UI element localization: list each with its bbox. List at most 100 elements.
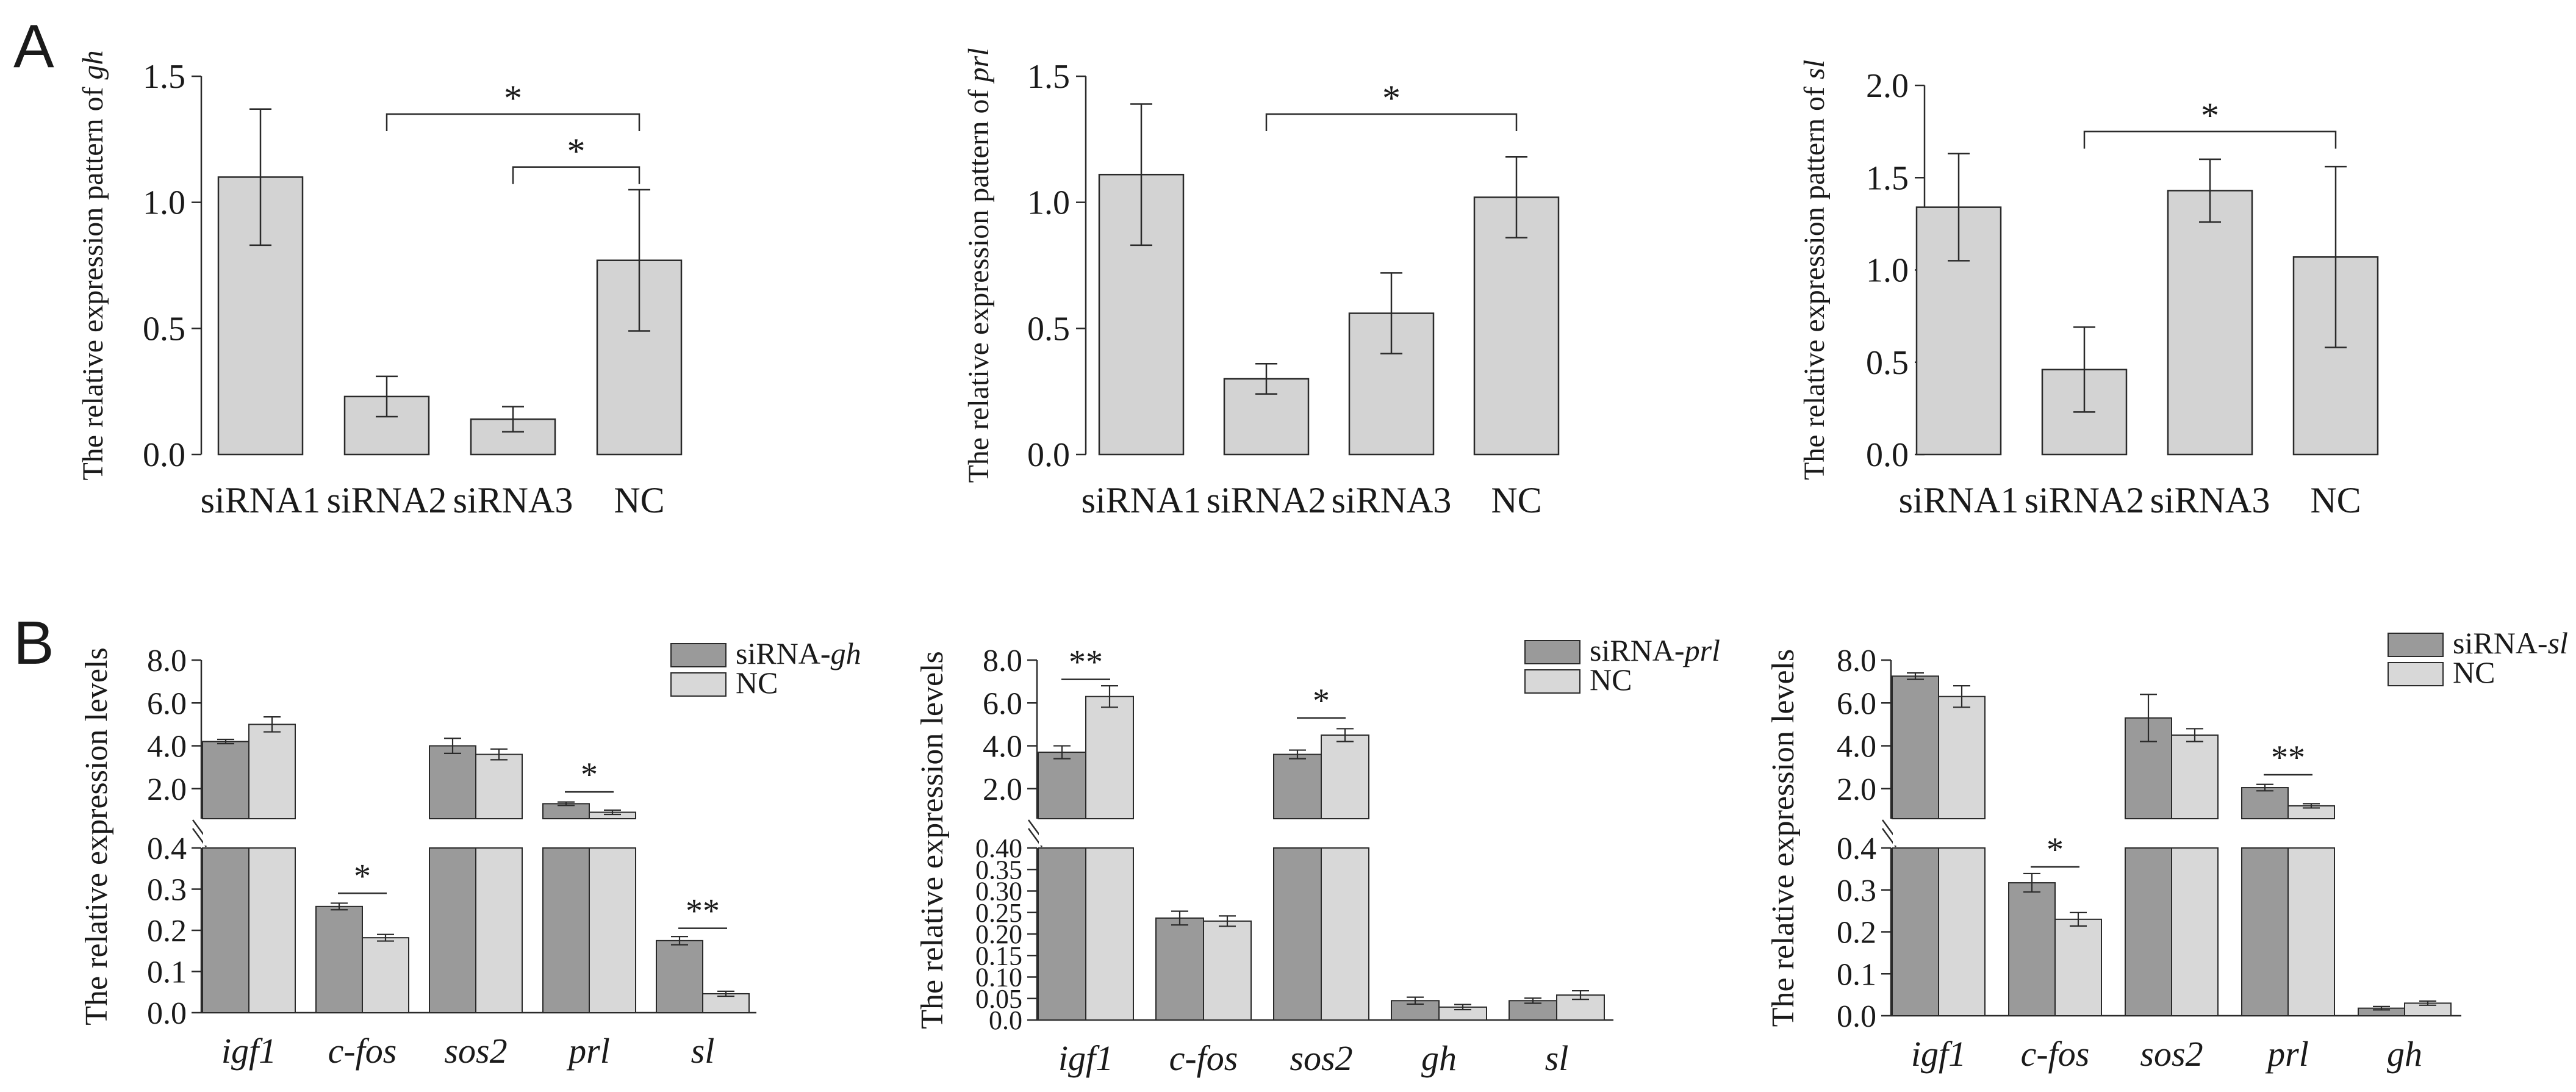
y-tick-label-lower: 0.1 [147, 955, 187, 990]
bar-prl-lower-segment [2287, 847, 2335, 1016]
y-tick-label: 0.0 [1866, 436, 1909, 474]
legend-label-text: NC [2453, 655, 2495, 689]
x-tick-label: siRNA2 [2025, 480, 2145, 520]
y-tick-label-lower: 0.2 [147, 914, 187, 949]
axis-break-gap [1039, 821, 1627, 846]
bar-c-fos-1 [362, 937, 409, 1014]
y-tick-label-lower: 0.3 [1837, 874, 1876, 908]
bar-igf1-lower-segment [1892, 847, 1939, 1016]
chart-b1: 2.0 4.0 6.0 8.0 0.0 0.1 0.2 0.3 0.4 The relative … [79, 636, 861, 1071]
x-tick-label: c-fos [1169, 1038, 1238, 1078]
bar-igf1-upper-segment [1892, 675, 1939, 819]
significance-label: ** [686, 893, 720, 930]
y-axis-label-gene: gh [77, 50, 109, 79]
x-tick-label: sos2 [444, 1031, 507, 1071]
bar-sos2-upper-segment [2171, 734, 2219, 820]
bar-igf1-upper-segment [1938, 695, 1986, 819]
bar-sos2-lower-segment [2171, 847, 2219, 1016]
bar-c-fos-0 [1155, 917, 1204, 1021]
y-tick-label-upper: 4.0 [983, 730, 1022, 764]
y-tick-label: 1.5 [143, 58, 185, 96]
x-tick-label: igf1 [1058, 1038, 1113, 1078]
y-axis-label-gene: prl [963, 48, 995, 84]
y-tick-label-upper: 2.0 [147, 772, 187, 807]
panel-label-a: A [13, 12, 54, 81]
significance-label: ** [2271, 739, 2305, 777]
legend-label-gene: sl [2548, 626, 2568, 660]
significance-label: * [2201, 96, 2219, 136]
y-tick-label-upper: 8.0 [983, 644, 1022, 678]
legend-label: siRNA-sl [2453, 626, 2568, 660]
legend-swatch [670, 643, 727, 667]
y-tick-label-upper: 8.0 [1837, 644, 1876, 678]
y-tick-label-lower: 0.0 [147, 996, 187, 1031]
chart-b3: 2.0 4.0 6.0 8.0 0.0 0.1 0.2 0.3 0.4 The relative … [1766, 626, 2568, 1074]
y-axis-label: The relative expression levels [1766, 649, 1801, 1027]
x-tick-label: NC [614, 480, 664, 520]
bar-sos2-lower-segment [429, 847, 476, 1013]
significance-label: * [567, 131, 586, 171]
chart-a2: 0.0 0.5 1.0 1.5 The relative expression patt… [963, 48, 1560, 520]
legend-label: NC [1590, 663, 1632, 697]
y-tick-label: 0.0 [143, 436, 185, 474]
x-tick-label: siRNA2 [1207, 480, 1327, 520]
y-axis-label: The relative expression pattern of sl [1798, 60, 1831, 480]
y-tick-label-upper: 4.0 [1837, 730, 1876, 764]
x-tick-label: c-fos [2021, 1034, 2090, 1074]
y-tick-label-upper: 2.0 [983, 772, 1022, 807]
y-axis-label: The relative expression pattern of prl [963, 48, 995, 483]
bar-sos2-upper-segment [429, 745, 476, 819]
chart-a1: 0.0 0.5 1.0 1.5 The relative expression patt… [77, 50, 683, 520]
bar-igf1-lower-segment [248, 847, 296, 1013]
x-tick-label: siRNA1 [1899, 480, 2019, 520]
legend-swatch [2388, 633, 2444, 657]
y-tick-label: 0.5 [1027, 310, 1070, 348]
bar-sl-0 [656, 939, 703, 1013]
x-tick-label: siRNA1 [1082, 480, 1202, 520]
charts: 0.0 0.5 1.0 1.5 The relative expression patt… [77, 48, 2568, 1078]
legend-swatch [1524, 640, 1580, 664]
panel-label-b: B [13, 609, 54, 677]
y-axis-label-text: The relative expression pattern of [77, 79, 109, 480]
y-tick-label-lower: 0.3 [147, 873, 187, 908]
x-tick-label: NC [2310, 480, 2361, 520]
significance-label: * [1382, 78, 1401, 118]
legend-label-text: siRNA- [2453, 626, 2548, 660]
y-tick-label-lower: 0.4 [147, 832, 187, 866]
bar-c-fos-0 [315, 905, 363, 1013]
legend-label-text: NC [1590, 663, 1632, 697]
legend-label: NC [736, 666, 778, 700]
y-tick-label: 0.5 [1866, 344, 1909, 382]
x-tick-label: siRNA3 [2150, 480, 2270, 520]
x-tick-label: gh [2387, 1034, 2422, 1074]
legend-swatch [670, 672, 727, 697]
y-tick-label-lower: 0.1 [1837, 957, 1876, 992]
legend-label: NC [2453, 655, 2495, 689]
y-tick-label-lower: 0.25 [975, 898, 1022, 928]
y-tick-label: 1.5 [1866, 159, 1909, 197]
bar-NC [2292, 256, 2379, 456]
legend-label-gene: prl [1683, 633, 1720, 667]
y-tick-label-lower: 0.10 [975, 963, 1022, 993]
bar-igf1-lower-segment [1938, 847, 1986, 1016]
x-tick-label: c-fos [328, 1031, 397, 1071]
chart-a3: 0.0 0.5 1.0 1.5 2.0 The relative expression p… [1798, 60, 2379, 520]
bar-siRNA1 [1915, 206, 2002, 456]
y-axis-label: The relative expression levels [915, 651, 950, 1029]
y-tick-label-upper: 4.0 [147, 730, 187, 764]
y-tick-label-lower: 0.0 [1837, 999, 1876, 1034]
x-tick-label: prl [566, 1031, 610, 1071]
significance-label: ** [1069, 644, 1103, 681]
bar-sos2-lower-segment [475, 847, 523, 1013]
y-tick-label: 1.5 [1027, 58, 1070, 96]
legend-label-text: NC [736, 666, 778, 700]
y-tick-label-upper: 6.0 [983, 686, 1022, 721]
bar-igf1-lower-segment [1085, 847, 1134, 1021]
y-tick-label: 1.0 [1866, 252, 1909, 290]
significance-bracket [386, 113, 640, 131]
x-tick-label: igf1 [221, 1031, 276, 1071]
bar-sos2-upper-segment [1273, 753, 1322, 820]
y-tick-label: 0.5 [143, 310, 185, 348]
significance-label: * [1313, 682, 1330, 720]
